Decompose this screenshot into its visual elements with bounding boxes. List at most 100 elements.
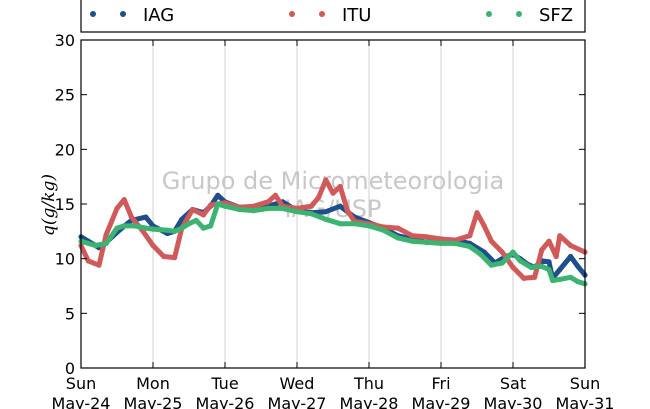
point-itu-38	[481, 223, 487, 229]
legend-marker-a-iag	[90, 11, 96, 17]
point-iag-21	[323, 209, 329, 215]
legend: IAG ITU SFZ	[80, 0, 586, 33]
point-sfz-21	[294, 209, 300, 215]
point-sfz-17	[236, 206, 242, 213]
point-iag-22	[337, 203, 343, 209]
x-tick-day-5: Fri	[431, 374, 450, 393]
x-tick-date-4: May-28	[340, 394, 399, 409]
point-itu-32	[409, 233, 415, 239]
series-itu	[78, 177, 588, 281]
point-itu-18	[265, 199, 271, 205]
point-iag-13	[215, 192, 221, 198]
point-itu-23	[316, 194, 322, 200]
x-tick-day-7: Sun	[570, 374, 600, 393]
y-tick-label-30: 30	[55, 31, 75, 50]
point-sfz-9	[172, 228, 178, 234]
point-sfz-33	[467, 244, 473, 250]
point-itu-2	[96, 262, 102, 268]
x-tick-day-6: Sat	[500, 374, 526, 393]
point-sfz-18	[251, 208, 257, 214]
point-itu-43	[532, 274, 538, 280]
point-iag-44	[575, 263, 581, 269]
legend-marker-a-itu	[289, 11, 295, 17]
legend-box	[80, 0, 586, 33]
x-axis: SunMay-24MonMay-25TueMay-26WedMay-27ThuM…	[52, 40, 615, 409]
point-iag-5	[143, 214, 149, 220]
point-itu-41	[510, 264, 516, 270]
point-sfz-42	[550, 277, 556, 284]
point-itu-19	[272, 192, 278, 198]
legend-marker-a-sfz	[486, 11, 492, 17]
point-sfz-15	[215, 201, 221, 207]
y-axis: 0 5 10 15 20 25 30	[55, 31, 585, 378]
point-sfz-6	[143, 225, 149, 231]
point-itu-46	[553, 253, 559, 260]
point-itu-34	[438, 236, 444, 242]
point-sfz-8	[164, 227, 170, 233]
point-iag-40	[546, 259, 552, 265]
point-sfz-10	[179, 225, 185, 231]
point-sfz-11	[186, 221, 192, 227]
point-sfz-23	[323, 216, 329, 222]
point-sfz-29	[409, 238, 415, 244]
point-sfz-43	[557, 276, 563, 282]
point-itu-31	[395, 225, 401, 231]
x-tick-day-3: Wed	[280, 374, 315, 393]
point-sfz-1	[92, 242, 98, 249]
point-sfz-40	[539, 263, 545, 269]
point-itu-39	[488, 238, 494, 244]
point-sfz-44	[568, 274, 574, 280]
y-tick-label-5: 5	[65, 304, 75, 323]
point-itu-6	[128, 214, 134, 220]
point-itu-44	[539, 247, 545, 253]
point-sfz-25	[352, 221, 358, 227]
point-sfz-2	[103, 240, 109, 246]
legend-marker-b-sfz	[516, 11, 522, 17]
point-sfz-45	[575, 279, 581, 285]
legend-marker-b-itu	[319, 11, 325, 17]
point-sfz-12	[193, 217, 199, 223]
point-iag-42	[557, 267, 563, 273]
point-itu-14	[208, 202, 214, 208]
point-sfz-35	[488, 262, 494, 268]
point-itu-37	[474, 210, 480, 216]
point-itu-12	[190, 206, 196, 213]
point-sfz-26	[366, 223, 372, 229]
point-itu-25	[330, 190, 336, 196]
x-tick-date-3: May-27	[268, 394, 327, 409]
y-axis-label: q(g/kg)	[39, 174, 59, 236]
point-sfz-14	[208, 223, 214, 229]
point-sfz-31	[438, 240, 444, 246]
point-sfz-34	[478, 251, 484, 257]
y-tick-label-10: 10	[55, 250, 75, 269]
point-itu-5	[121, 197, 127, 203]
point-itu-1	[85, 258, 91, 264]
x-tick-date-0: May-24	[52, 394, 111, 409]
x-tick-date-6: May-30	[484, 394, 543, 409]
x-tick-day-2: Tue	[210, 374, 238, 393]
legend-marker-b-iag	[120, 11, 126, 17]
y-tick-label-25: 25	[55, 86, 75, 105]
point-sfz-13	[200, 225, 206, 231]
point-itu-45	[546, 238, 552, 244]
legend-label-iag: IAG	[143, 5, 174, 26]
y-tick-label-0: 0	[65, 359, 75, 378]
point-sfz-36	[499, 260, 505, 266]
x-tick-day-0: Sun	[66, 374, 96, 393]
point-itu-27	[344, 208, 350, 214]
point-itu-4	[114, 205, 120, 211]
point-sfz-27	[380, 227, 386, 233]
point-sfz-24	[337, 221, 343, 227]
legend-label-sfz: SFZ	[539, 5, 573, 26]
series-layer	[78, 177, 588, 287]
point-sfz-38	[517, 258, 523, 264]
series-sfz	[78, 201, 588, 287]
point-itu-17	[251, 203, 257, 209]
point-itu-36	[467, 233, 473, 239]
x-tick-date-7: May-31	[556, 394, 615, 409]
point-itu-10	[172, 255, 178, 261]
x-tick-day-1: Mon	[136, 374, 170, 393]
point-sfz-28	[395, 235, 401, 241]
point-itu-26	[337, 183, 343, 190]
